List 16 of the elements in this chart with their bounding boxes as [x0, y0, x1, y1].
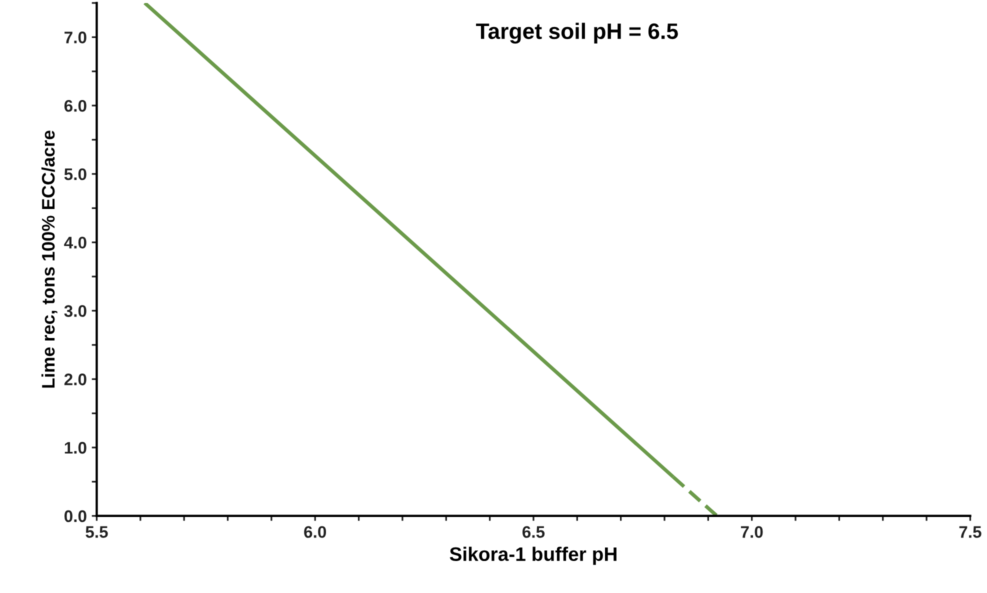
y-tick-label: 5.0	[64, 168, 86, 180]
y-tick-label: 1.0	[64, 442, 86, 454]
x-tick-label: 7.5	[959, 526, 982, 538]
annotation: Target soil pH = 6.5	[476, 22, 678, 44]
x-tick-label: 7.0	[740, 526, 763, 538]
x-axis-title: Sikora-1 buffer pH	[450, 546, 616, 565]
y-tick-label: 7.0	[64, 32, 86, 44]
x-tick-label: 5.5	[86, 526, 108, 538]
x-tick-label: 6.5	[522, 526, 545, 538]
y-tick-label: 4.0	[64, 236, 86, 249]
y-tick-label: 6.0	[64, 100, 86, 112]
y-tick-label: 0.0	[64, 510, 86, 522]
y-tick-label: 3.0	[64, 305, 86, 317]
y-tick-label: 2.0	[64, 374, 86, 386]
x-tick-label: 6.0	[304, 526, 326, 538]
y-axis-title: Lime rec, tons 100% ECC/acre	[41, 130, 58, 388]
